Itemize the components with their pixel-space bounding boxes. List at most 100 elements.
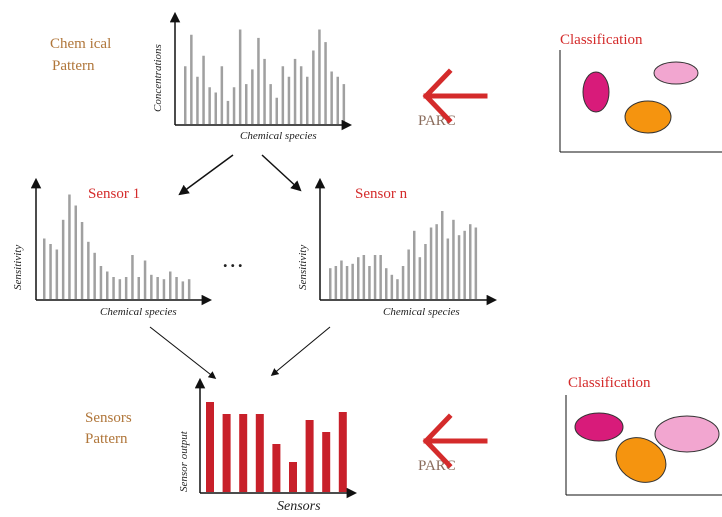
- sensor-n-bar: [413, 230, 416, 299]
- chemical-pattern-bar: [202, 55, 205, 124]
- arrow-sensor-1-to-pattern: [149, 326, 217, 379]
- sensors-pattern-bar: [206, 402, 214, 492]
- sensor-n-bar: [379, 255, 382, 299]
- chemical-pattern-bar: [245, 84, 248, 124]
- chemical-pattern-bar: [196, 76, 199, 124]
- sensor-1-bar: [156, 277, 159, 299]
- chemical-pattern-bar: [324, 42, 327, 124]
- chemical-pattern-bar: [220, 66, 224, 124]
- sensor-1-bar: [150, 274, 153, 299]
- classification-bottom-title: Classification: [568, 375, 651, 391]
- sensor-1-bar: [87, 241, 90, 299]
- sensor-n-bar: [463, 230, 466, 299]
- chemical-pattern-xlabel: Chemical species: [240, 130, 317, 142]
- sensor-n-bar: [452, 219, 455, 299]
- cluster-magenta: [574, 412, 624, 442]
- sensor-n-bar: [345, 266, 349, 299]
- sensor-1-bar: [80, 222, 84, 299]
- sensor-n-bar: [368, 266, 371, 299]
- sensors-pattern-bar: [305, 420, 314, 492]
- chemical-pattern-bar: [251, 69, 254, 124]
- sensor-1-xlabel: Chemical species: [100, 306, 177, 318]
- chemical-pattern-bar: [293, 58, 297, 124]
- sensors-pattern-bar: [239, 414, 248, 492]
- arrow-chem-to-sensor-n: [261, 154, 302, 192]
- chemical-pattern-bar: [275, 97, 278, 124]
- chemical-pattern-bar: [226, 100, 230, 124]
- classification-top-title: Classification: [560, 32, 643, 48]
- sensor-1-bar: [43, 238, 46, 299]
- chemical-pattern-bar: [232, 87, 236, 124]
- sensor-n-bar: [435, 224, 438, 299]
- sensor-n-bar: [362, 255, 366, 299]
- sensor-n-bar: [474, 227, 478, 299]
- sensor-n-bar: [401, 266, 405, 299]
- chemical-pattern-bar: [336, 76, 339, 124]
- chemical-pattern-bar: [318, 29, 321, 124]
- sensor-1-bar: [181, 281, 185, 299]
- cluster-magenta: [582, 71, 610, 113]
- sensor-1-bar: [143, 260, 147, 299]
- sensor-1-bar: [68, 194, 71, 299]
- chemical-pattern-bar: [342, 84, 346, 124]
- sensor-1-bar: [187, 279, 191, 299]
- sensor-n-bar: [390, 274, 394, 299]
- sensor-n-bar: [446, 238, 450, 299]
- chemical-pattern-bar: [263, 58, 266, 124]
- chemical-pattern-bar: [190, 34, 193, 124]
- chemical-pattern-bar: [238, 29, 242, 124]
- sensor-1-bar: [74, 205, 77, 299]
- sensor-n-bar: [424, 244, 427, 299]
- sensor-n-bar: [407, 249, 410, 299]
- sensor-1-bar: [99, 266, 103, 299]
- parc-top-arrow: [422, 68, 488, 124]
- arrow-sensor-n-to-pattern: [270, 326, 331, 376]
- sensor-n-bar: [340, 260, 343, 299]
- chemical-pattern-bar: [287, 76, 291, 124]
- sensor-n-chart: [314, 177, 498, 306]
- chemical-pattern-bar: [184, 66, 187, 124]
- chemical-pattern-title-line2: Pattern: [52, 58, 95, 74]
- sensors-pattern-bar: [255, 414, 264, 492]
- sensors-pattern-bar: [222, 414, 231, 492]
- cluster-orange: [624, 100, 672, 134]
- ellipsis: ...: [223, 251, 246, 271]
- chemical-pattern-bar: [299, 66, 303, 124]
- chemical-pattern-title-line1: Chem ical: [50, 36, 112, 52]
- chemical-pattern-bar: [214, 92, 217, 124]
- sensor-1-bar: [131, 255, 134, 299]
- sensor-1-bar: [137, 277, 140, 299]
- sensor-1-bar: [118, 279, 122, 299]
- chemical-pattern-bar: [257, 37, 260, 124]
- sensor-1-bar: [61, 219, 65, 299]
- sensor-n-xlabel: Chemical species: [383, 306, 460, 318]
- sensors-pattern-title-line2: Pattern: [85, 431, 128, 447]
- cluster-pink: [654, 415, 720, 453]
- sensor-1-bar: [124, 277, 128, 299]
- sensor-n-bar: [469, 224, 472, 299]
- sensor-1-title: Sensor 1: [88, 186, 141, 202]
- parc-bottom-arrow: [422, 413, 488, 469]
- sensor-1-bar: [55, 249, 59, 299]
- sensors-pattern-bar: [322, 432, 331, 492]
- sensor-n-bar: [429, 227, 433, 299]
- sensors-pattern-xlabel: Sensors: [277, 499, 321, 514]
- chemical-pattern-bar: [330, 71, 333, 124]
- sensor-1-bar: [112, 277, 115, 299]
- sensor-n-bar: [334, 266, 338, 299]
- sensor-1-bar: [175, 277, 178, 299]
- chemical-pattern-bar: [208, 87, 211, 124]
- sensors-pattern-bar: [272, 444, 281, 492]
- sensor-n-bar: [385, 268, 388, 299]
- chemical-pattern-bar: [306, 76, 309, 124]
- sensor-n-bar: [457, 235, 461, 299]
- sensor-1-bar: [162, 279, 166, 299]
- arrow-chem-to-sensor-1: [178, 154, 234, 196]
- sensor-n-bar: [396, 279, 399, 299]
- sensor-n-bar: [351, 263, 354, 299]
- sensor-n-title: Sensor n: [355, 186, 408, 202]
- sensors-pattern-chart: [194, 377, 358, 499]
- classification-top-plot: [559, 50, 722, 153]
- sensor-n-bar: [357, 257, 360, 299]
